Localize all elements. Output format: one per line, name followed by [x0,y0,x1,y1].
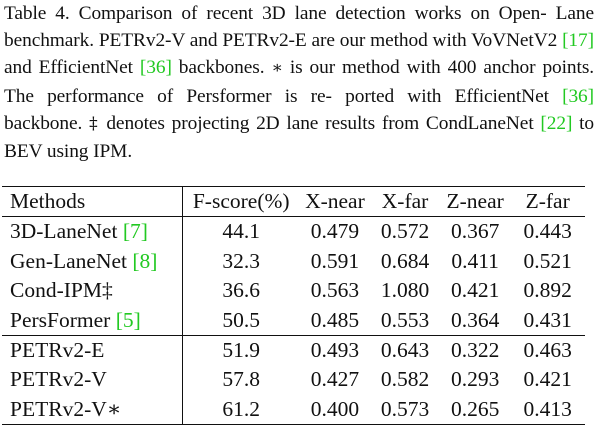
z-far-cell: 0.521 [523,248,572,273]
method-name: PETRv2-E [10,338,105,363]
z-near-cell: 0.411 [451,248,499,273]
header-z-near: Z-near [446,189,504,213]
z-far-cell: 0.443 [523,219,572,244]
double-dagger-symbol: ‡ [89,113,100,134]
results-table: Methods F-score(%) X-near X-far Z-near Z… [2,186,585,425]
table-row: PETRv2-E 51.9 0.493 0.643 0.322 0.463 [2,335,585,366]
citation-link-36-b[interactable]: [36] [562,85,595,107]
method-cell: PETRv2-V∗ [2,394,183,425]
table-row: Gen-LaneNet [8] 32.3 0.591 0.684 0.411 0… [2,246,585,277]
z-far-cell: 0.421 [523,367,572,392]
z-near-cell: 0.367 [450,219,500,244]
method-cell: PETRv2-E [2,335,183,366]
method-name: PETRv2-V [10,367,107,392]
citation-link-7[interactable]: [7] [122,219,148,244]
z-far-cell: 0.413 [523,396,572,421]
table-row: PersFormer [5] 50.5 0.485 0.553 0.364 0.… [2,305,585,336]
fscore-cell: 61.2 [222,396,261,421]
z-far-cell: 0.431 [523,307,572,332]
table-row: PETRv2-V 57.8 0.427 0.582 0.293 0.421 [2,365,585,395]
fscore-cell: 50.5 [222,307,261,332]
fscore-cell: 57.8 [222,367,261,392]
fscore-cell: 51.9 [222,338,261,363]
header-z-far: Z-far [525,189,570,213]
caption-line-3b: and EfficientNet [4,57,140,79]
caption-line-3d: is our method [282,57,400,79]
method-cell: PETRv2-V [2,365,183,395]
method-cell: 3D-LaneNet [7] [2,216,183,247]
x-far-cell: 0.582 [380,367,430,392]
x-near-cell: 0.563 [310,278,360,303]
caption-line-3c: backbones. [171,57,265,79]
caption-line-4: with 400 anchor points. The performance … [4,57,595,107]
method-name: 3D-LaneNet [10,219,123,244]
z-far-cell: 0.463 [523,338,572,363]
caption-line-6a: lane results from CondLaneNet [286,112,541,134]
method-name: PETRv2-V∗ [10,396,122,421]
fscore-cell: 32.3 [222,248,261,273]
table-row: 3D-LaneNet [7] 44.1 0.479 0.572 0.367 0.… [2,216,585,247]
method-name: Cond-IPM‡ [10,278,113,303]
caption-line-2: Lane benchmark. PETRv2-V and PETRv2-E ar… [4,3,594,52]
citation-link-22[interactable]: [22] [540,112,573,134]
x-near-cell: 0.485 [310,307,360,332]
z-near-cell: 0.421 [450,278,500,303]
x-far-cell: 0.684 [380,248,430,273]
caption-line-1: Table 4. Comparison of recent 3D lane de… [4,3,547,24]
caption-line-5b: backbone. [4,112,83,134]
table-caption: Table 4. Comparison of recent 3D lane de… [4,0,594,165]
citation-link-36[interactable]: [36] [139,57,172,79]
header-methods: Methods [2,186,183,217]
x-near-cell: 0.479 [310,219,360,244]
x-far-cell: 1.080 [380,278,430,303]
table-header-row: Methods F-score(%) X-near X-far Z-near Z… [2,186,585,217]
method-cell: Gen-LaneNet [8] [2,246,183,277]
fscore-cell: 44.1 [222,219,261,244]
z-near-cell: 0.293 [450,367,500,392]
z-near-cell: 0.265 [450,396,500,421]
citation-link-17[interactable]: [17] [562,30,594,52]
z-near-cell: 0.364 [450,307,500,332]
table-row: Cond-IPM‡ 36.6 0.563 1.080 0.421 0.892 [2,276,585,306]
header-x-far: X-far [381,189,429,213]
header-fscore: F-score(%) [192,189,290,213]
fscore-cell: 36.6 [222,278,261,303]
x-near-cell: 0.427 [310,367,360,392]
x-far-cell: 0.573 [380,396,430,421]
method-cell: Cond-IPM‡ [2,276,183,306]
asterisk-symbol: ∗ [271,58,283,79]
header-x-near: X-near [305,189,365,213]
caption-line-3a: VoVNetV2 [471,30,563,52]
citation-link-5[interactable]: [5] [115,307,141,332]
x-far-cell: 0.553 [380,307,430,332]
x-far-cell: 0.643 [380,338,430,363]
method-name: PersFormer [10,307,116,332]
method-name: Gen-LaneNet [10,248,133,273]
x-near-cell: 0.400 [310,396,360,421]
z-near-cell: 0.322 [450,338,500,363]
caption-line-5a: ported with EfficientNet [345,85,563,107]
caption-line-6b: to BEV using IPM. [4,112,595,163]
x-near-cell: 0.591 [310,248,360,273]
x-near-cell: 0.493 [310,338,360,363]
citation-link-8[interactable]: [8] [132,248,158,273]
z-far-cell: 0.892 [523,278,572,303]
table-row: PETRv2-V∗ 61.2 0.400 0.573 0.265 0.413 [2,394,585,425]
x-far-cell: 0.572 [380,219,430,244]
caption-line-5c: denotes projecting 2D [99,112,280,134]
method-cell: PersFormer [5] [2,305,183,336]
